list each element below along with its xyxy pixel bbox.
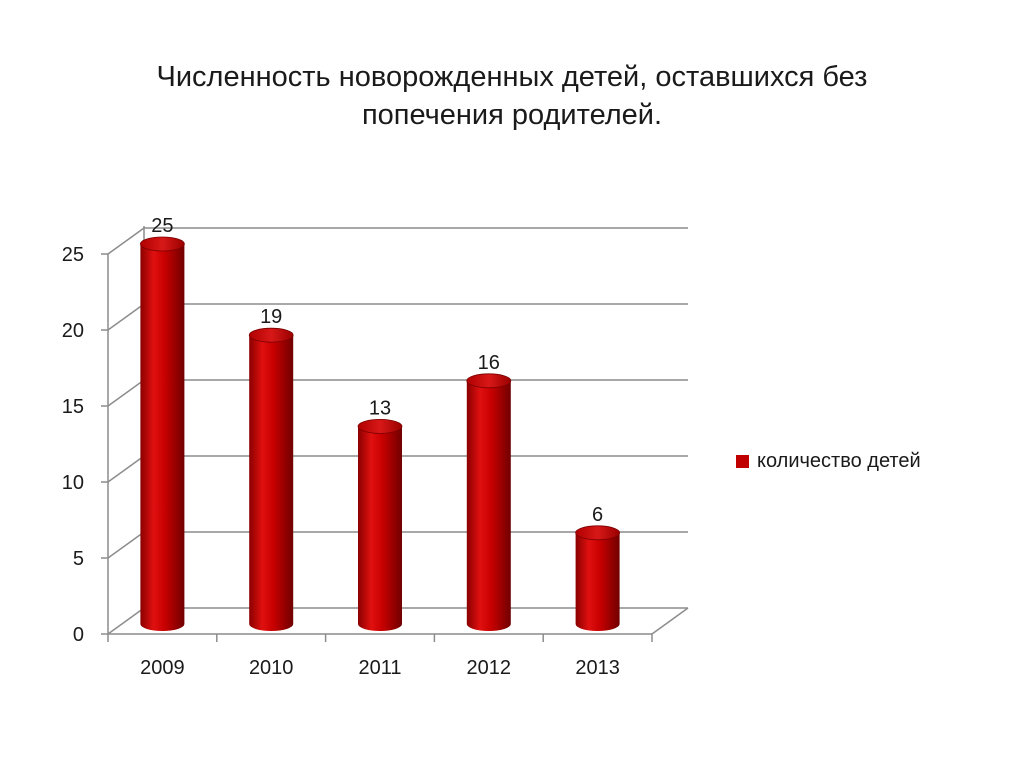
bar-body xyxy=(249,335,294,631)
gridline-diagonal-20 xyxy=(107,303,145,331)
gridline-diagonal-25 xyxy=(107,227,145,255)
bar-top xyxy=(575,525,620,541)
label-layer: 25 2009 19 2010 13 2011 16 2012 6 2013 xyxy=(140,215,620,679)
legend-swatch xyxy=(736,455,749,468)
data-label: 25 xyxy=(151,215,173,237)
x-tick-label: 2010 xyxy=(249,657,294,679)
chart-title-line-2: попечения родителей. xyxy=(361,99,663,131)
y-tick-label: 15 xyxy=(62,396,84,418)
y-tick-label: 25 xyxy=(62,244,84,266)
bar-2009 xyxy=(139,236,185,631)
bar-2010 xyxy=(248,327,294,631)
bar-body xyxy=(575,532,620,631)
chart-title: Численность новорожденных детей, оставши… xyxy=(0,58,1024,134)
bar-2011 xyxy=(357,418,403,631)
bar-body xyxy=(358,426,402,631)
bar-top xyxy=(466,373,512,389)
data-label: 13 xyxy=(369,397,391,419)
bar-body xyxy=(466,380,511,631)
data-label: 19 xyxy=(260,306,282,328)
bar-2012 xyxy=(466,373,512,631)
x-tick-label: 2011 xyxy=(358,657,401,679)
gridline-diagonal-0 xyxy=(107,607,145,635)
x-tick-label: 2009 xyxy=(140,657,185,679)
bar-top xyxy=(248,327,294,343)
bar-2013 xyxy=(575,525,620,631)
y-tick-label: 20 xyxy=(62,320,84,342)
gridline-diagonal-15 xyxy=(107,379,145,407)
grid-layer xyxy=(107,226,688,635)
y-tick-label: 10 xyxy=(62,472,84,494)
y-tick-label: 0 xyxy=(73,624,84,646)
data-label: 6 xyxy=(592,504,603,526)
bar-top xyxy=(357,418,403,434)
floor-right-edge xyxy=(651,607,689,635)
bar-top xyxy=(139,236,185,252)
gridline-diagonal-5 xyxy=(107,531,145,559)
chart-title-line-1: Численность новорожденных детей, оставши… xyxy=(156,61,868,93)
legend: количество детей xyxy=(736,450,921,473)
bar-body xyxy=(140,244,185,631)
y-tick-label: 5 xyxy=(73,548,84,570)
legend-label: количество детей xyxy=(757,450,921,472)
gridline-diagonal-10 xyxy=(107,455,145,483)
data-label: 16 xyxy=(478,352,500,374)
bar-layer xyxy=(139,236,620,631)
x-tick-label: 2013 xyxy=(575,657,620,679)
axis-layer: 0 5 10 15 20 25 xyxy=(62,244,689,646)
x-tick-label: 2012 xyxy=(467,657,512,679)
